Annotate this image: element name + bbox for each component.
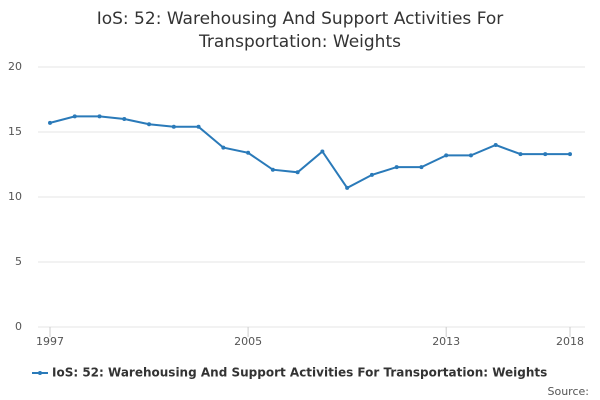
point <box>369 172 374 177</box>
point <box>444 153 449 158</box>
chart-title: IoS: 52: Warehousing And Support Activit… <box>96 9 504 52</box>
point <box>171 124 176 129</box>
point <box>345 185 350 190</box>
point <box>221 145 226 150</box>
y-tick-label: 20 <box>8 60 22 73</box>
x-tick-label: 1997 <box>36 335 64 348</box>
point <box>147 122 152 127</box>
point <box>543 152 548 157</box>
series-line <box>49 115 570 190</box>
point <box>295 170 300 175</box>
point <box>196 124 201 129</box>
y-tick-label: 10 <box>8 190 22 203</box>
point <box>72 114 77 119</box>
legend-marker <box>38 371 42 375</box>
point <box>270 167 275 172</box>
x-tick-label: 2018 <box>556 335 584 348</box>
point <box>568 152 572 157</box>
point <box>468 153 473 158</box>
x-tick-label: 2013 <box>432 335 460 348</box>
point <box>518 152 523 157</box>
y-tick-label: 15 <box>8 125 22 138</box>
x-tick-label: 2005 <box>234 335 262 348</box>
point <box>394 165 399 170</box>
point <box>493 143 498 147</box>
y-tick-label: 5 <box>15 255 22 268</box>
point <box>320 149 325 154</box>
legend-label: IoS: 52: Warehousing And Support Activit… <box>52 366 547 380</box>
point <box>97 114 102 119</box>
y-tick-label: 0 <box>15 320 22 333</box>
point <box>246 150 251 155</box>
point <box>48 120 52 125</box>
point <box>419 165 424 170</box>
source: Source: <box>548 385 590 398</box>
point <box>122 117 127 121</box>
